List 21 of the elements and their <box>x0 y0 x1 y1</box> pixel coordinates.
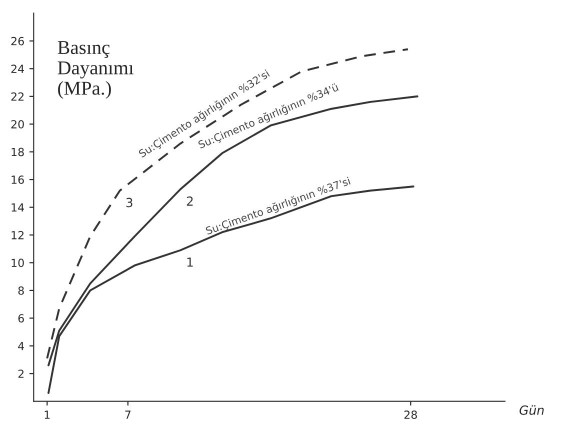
y-tick-label: 26 <box>11 36 24 46</box>
y-tick-label: 12 <box>12 230 24 240</box>
series-label: 1 <box>187 258 193 267</box>
y-tick-label: 18 <box>12 148 24 156</box>
x-tick-label: 1 <box>44 410 50 419</box>
y-tick-label: 22 <box>11 92 24 101</box>
x-axis-title: Gün <box>520 405 544 415</box>
y-tick-label: 10 <box>12 258 24 268</box>
y-tick-label: 20 <box>11 120 24 128</box>
y-tick-label: 16 <box>12 176 24 184</box>
x-tick-label: 7 <box>125 410 130 419</box>
x-tick-label: 28 <box>404 410 417 419</box>
y-axis-title: Basınç Dayanımı (MPa.) <box>58 41 134 99</box>
series-label: 2 <box>186 196 193 206</box>
series-label: 3 <box>126 198 132 208</box>
y-tick-label: 24 <box>11 64 24 73</box>
y-tick-label: 2 <box>18 370 24 378</box>
y-tick-label: 8 <box>18 286 24 295</box>
y-tick-label: 4 <box>18 342 24 350</box>
y-tick-label: 14 <box>12 203 24 212</box>
y-tick-label: 6 <box>18 314 24 323</box>
